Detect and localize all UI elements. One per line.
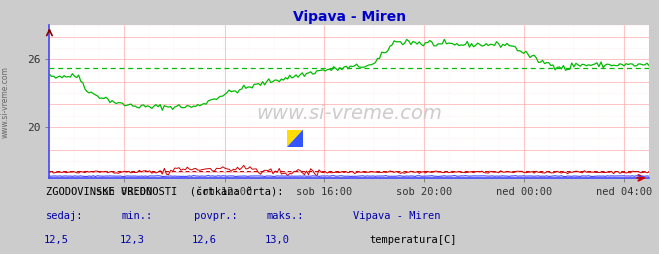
Text: Vipava - Miren: Vipava - Miren [353,211,440,221]
Text: 12,6: 12,6 [192,235,217,245]
Text: www.si-vreme.com: www.si-vreme.com [256,104,442,123]
Text: sedaj:: sedaj: [46,211,84,221]
Text: 12,5: 12,5 [43,235,69,245]
Polygon shape [287,130,303,147]
Text: 12,3: 12,3 [119,235,144,245]
Text: maks.:: maks.: [267,211,304,221]
Text: www.si-vreme.com: www.si-vreme.com [1,66,10,137]
Text: povpr.:: povpr.: [194,211,238,221]
Text: temperatura[C]: temperatura[C] [369,235,457,245]
Text: ZGODOVINSKE VREDNOSTI  (črtkana črta):: ZGODOVINSKE VREDNOSTI (črtkana črta): [46,188,283,198]
Text: 13,0: 13,0 [264,235,289,245]
Title: Vipava - Miren: Vipava - Miren [293,10,406,24]
Text: min.:: min.: [122,211,153,221]
Polygon shape [287,130,303,147]
